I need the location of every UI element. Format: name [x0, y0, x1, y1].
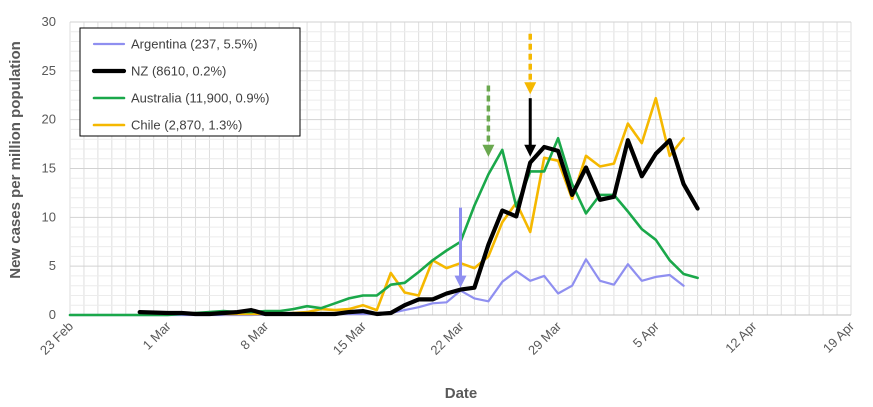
y-tick-label: 10	[42, 209, 56, 224]
y-axis-title: New cases per million population	[7, 41, 24, 279]
y-tick-label: 5	[49, 258, 56, 273]
arrow-annotation	[454, 207, 467, 288]
legend-label: Argentina (237, 5.5%)	[131, 37, 257, 52]
x-axis-title: Date	[445, 385, 478, 402]
y-tick-label: 30	[42, 14, 56, 29]
legend-label: NZ (8610, 0.2%)	[131, 64, 226, 79]
y-tick-label: 20	[42, 112, 56, 127]
arrow-annotation	[524, 98, 537, 157]
y-tick-label: 0	[49, 307, 56, 322]
arrow-annotations	[454, 33, 537, 288]
y-tick-label: 25	[42, 63, 56, 78]
legend-label: Australia (11,900, 0.9%)	[131, 91, 270, 106]
y-tick-label: 15	[42, 161, 56, 176]
arrow-annotation	[524, 33, 537, 95]
series-line	[137, 138, 700, 317]
legend-label: Chile (2,870, 1.3%)	[131, 118, 242, 133]
legend: Argentina (237, 5.5%) NZ (8610, 0.2%) Aust…	[79, 27, 301, 137]
legend-frame	[79, 27, 301, 137]
arrow-annotation	[482, 85, 495, 157]
series-lines	[68, 96, 700, 317]
y-axis-ticks: 0 5 10 15 20 25 30	[42, 14, 56, 322]
